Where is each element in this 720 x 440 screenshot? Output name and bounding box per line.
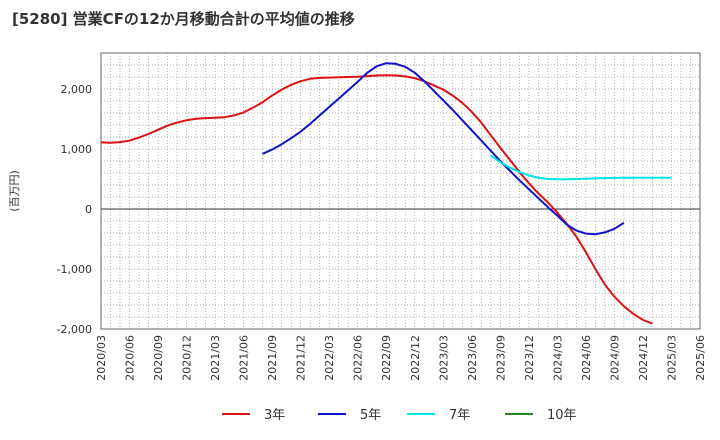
y-axis-label: (百万円) — [8, 170, 21, 212]
x-tick-label: 2021/06 — [238, 335, 251, 381]
y-tick-label: -1,000 — [57, 263, 92, 276]
grid-lines — [101, 53, 700, 329]
x-tick-label: 2021/03 — [209, 335, 222, 381]
series-line-2 — [262, 62, 625, 236]
x-tick-label: 2022/09 — [380, 335, 393, 381]
x-tick-label: 2023/06 — [466, 335, 479, 381]
legend: 3年 5年 7年 10年 — [222, 408, 577, 423]
y-tick-label: 0 — [85, 203, 92, 216]
x-tick-label: 2021/12 — [295, 335, 308, 381]
x-tick-label: 2023/12 — [523, 335, 536, 381]
x-tick-label: 2025/03 — [665, 335, 678, 381]
y-tick-label: 2,000 — [61, 83, 93, 96]
plot-frame — [100, 52, 701, 330]
x-tick-label: 2023/03 — [437, 335, 450, 381]
x-tick-label: 2023/09 — [494, 335, 507, 381]
x-tick-label: 2021/09 — [266, 335, 279, 381]
chart-title: [5280] 営業CFの12か月移動合計の平均値の推移 — [12, 10, 355, 28]
x-tick-label: 2024/09 — [608, 335, 621, 381]
x-tick-label: 2024/03 — [551, 335, 564, 381]
x-tick-label: 2022/03 — [323, 335, 336, 381]
legend-label: 7年 — [449, 408, 470, 423]
x-tick-label: 2020/06 — [124, 335, 137, 381]
x-tick-label: 2020/09 — [152, 335, 165, 381]
x-tick-label: 2025/06 — [694, 335, 707, 381]
x-tick-label: 2022/06 — [352, 335, 365, 381]
series-lines — [100, 62, 672, 325]
x-tick-label: 2020/12 — [181, 335, 194, 381]
y-axis-ticks: -2,000 -1,000 0 1,000 2,000 — [57, 83, 92, 336]
x-axis-ticks: 2020/03 2020/06 2020/09 2020/12 2021/03 2021/… — [95, 335, 707, 381]
legend-label: 10年 — [547, 408, 577, 423]
y-tick-label: 1,000 — [61, 143, 93, 156]
y-tick-label: -2,000 — [57, 323, 92, 336]
x-tick-label: 2024/06 — [580, 335, 593, 381]
legend-label: 3年 — [264, 408, 285, 423]
legend-label: 5年 — [360, 408, 381, 423]
series-line-3 — [490, 154, 672, 181]
x-tick-label: 2024/12 — [637, 335, 650, 381]
series-line-1 — [100, 74, 653, 325]
x-tick-label: 2022/12 — [409, 335, 422, 381]
x-tick-label: 2020/03 — [95, 335, 108, 381]
